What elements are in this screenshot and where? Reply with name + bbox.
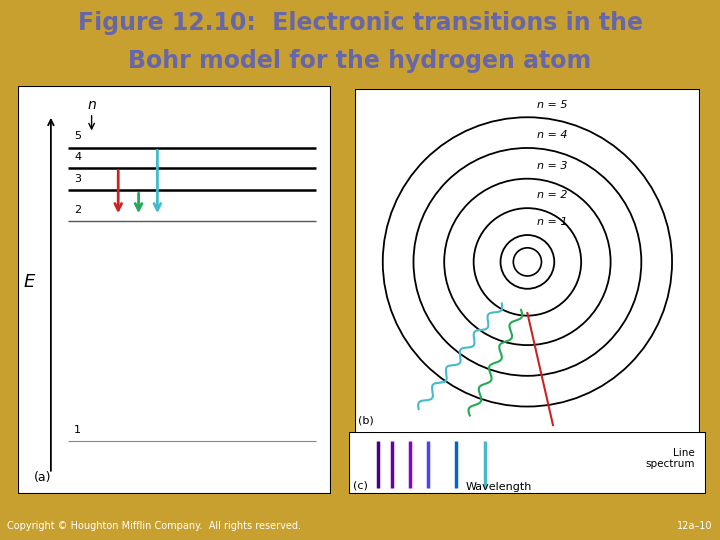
Text: E: E (23, 273, 35, 291)
Text: n = 5: n = 5 (537, 99, 567, 110)
Text: Bohr model for the hydrogen atom: Bohr model for the hydrogen atom (128, 49, 592, 73)
Text: n: n (87, 98, 96, 112)
Text: 5: 5 (74, 131, 81, 141)
Text: n = 1: n = 1 (537, 217, 567, 227)
Text: 2: 2 (74, 205, 81, 215)
Text: 12a–10: 12a–10 (678, 521, 713, 531)
Text: Line
spectrum: Line spectrum (645, 448, 695, 469)
Text: n = 2: n = 2 (537, 191, 567, 200)
Text: (a): (a) (34, 471, 51, 484)
Circle shape (513, 248, 541, 276)
Text: 1: 1 (74, 425, 81, 435)
Text: n = 3: n = 3 (537, 161, 567, 171)
Text: n = 4: n = 4 (537, 130, 567, 140)
Text: 4: 4 (74, 152, 81, 162)
Text: Wavelength: Wavelength (466, 482, 532, 491)
Text: (b): (b) (358, 415, 374, 425)
Text: Figure 12.10:  Electronic transitions in the: Figure 12.10: Electronic transitions in … (78, 11, 642, 36)
Text: (c): (c) (353, 481, 368, 490)
Text: Copyright © Houghton Mifflin Company.  All rights reserved.: Copyright © Houghton Mifflin Company. Al… (7, 521, 301, 531)
Text: 3: 3 (74, 174, 81, 184)
